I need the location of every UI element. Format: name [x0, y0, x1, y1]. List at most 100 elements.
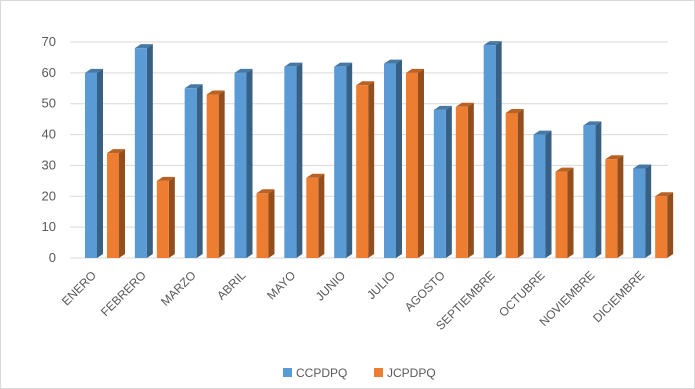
bar-side: [346, 62, 353, 258]
bar-front: [483, 45, 496, 259]
bar-ccpdpq-junio: [334, 62, 353, 258]
bar-front: [156, 180, 169, 258]
legend-label: JCPDPQ: [387, 366, 436, 380]
bar-top: [284, 62, 303, 67]
bar-front: [356, 85, 369, 258]
bar-jcpdpq-enero: [107, 149, 125, 258]
bar-ccpdpq-marzo: [184, 84, 203, 259]
bar-front: [433, 109, 446, 258]
bar-jcpdpq-mayo: [306, 173, 325, 258]
y-axis: 0 10 20 30 40 50 60 70: [42, 34, 56, 265]
bar-side: [567, 167, 574, 258]
bar-ccpdpq-enero: [85, 68, 103, 258]
bar-front: [384, 63, 396, 258]
y-tick-label: 60: [42, 65, 56, 80]
bar-front: [206, 94, 219, 258]
bar-top: [306, 173, 325, 178]
x-tick-label: ABRIL: [214, 268, 249, 303]
x-tick-label: JUNIO: [313, 268, 348, 303]
bar-top: [533, 130, 552, 135]
bar-side: [368, 81, 375, 258]
x-tick-label: FEBRERO: [98, 268, 149, 319]
bar-jcpdpq-abril: [256, 189, 275, 258]
bar-side: [396, 59, 402, 258]
bar-front: [284, 66, 297, 258]
bar-top: [107, 149, 125, 154]
bar-top: [583, 121, 602, 126]
bar-front: [134, 48, 147, 258]
bar-top: [505, 108, 524, 113]
bar-ccpdpq-julio: [384, 59, 402, 258]
bar-side: [196, 84, 203, 259]
y-tick-label: 70: [42, 34, 56, 49]
y-tick-label: 10: [42, 219, 56, 234]
x-tick-label: JULIO: [364, 268, 398, 302]
bar-top: [384, 59, 402, 64]
bar-ccpdpq-abril: [234, 68, 253, 258]
y-tick-label: 20: [42, 188, 56, 203]
bar-ccpdpq-mayo: [284, 62, 303, 258]
legend: CCPDPQ JCPDPQ: [283, 366, 436, 380]
bar-ccpdpq-noviembre: [583, 121, 602, 258]
y-tick-label: 50: [42, 96, 56, 111]
bar-front: [184, 88, 197, 259]
bar-top: [85, 68, 103, 73]
y-tick-label: 0: [49, 250, 56, 265]
bar-top: [234, 68, 253, 73]
bar-front: [256, 193, 269, 258]
bar-jcpdpq-julio: [406, 68, 424, 258]
bar-side: [645, 164, 652, 258]
bar-top: [156, 176, 175, 181]
bar-front: [533, 134, 546, 258]
x-tick-label: DICIEMBRE: [590, 268, 647, 325]
bar-side: [545, 130, 552, 258]
bar-side: [445, 105, 452, 258]
bar-side: [246, 68, 253, 258]
x-tick-label: OCTUBRE: [496, 268, 547, 319]
x-tick-label: MAYO: [264, 268, 298, 302]
bar-front: [85, 72, 97, 258]
bar-ccpdpq-agosto: [433, 105, 452, 258]
bar-side: [296, 62, 303, 258]
bar-front: [505, 112, 518, 258]
bar-side: [119, 149, 125, 258]
bar-front: [633, 168, 646, 258]
bar-top: [184, 84, 203, 89]
bar-top: [483, 41, 502, 46]
bars: [85, 41, 674, 259]
bar-top: [134, 44, 153, 49]
legend-item-jcpdpq: JCPDPQ: [374, 366, 436, 380]
bar-jcpdpq-junio: [356, 81, 375, 258]
bar-front: [406, 72, 418, 258]
bar-top: [356, 81, 375, 86]
bar-jcpdpq-diciembre: [655, 192, 674, 258]
bar-side: [467, 102, 474, 258]
legend-swatch: [374, 368, 383, 377]
bar-side: [97, 68, 103, 258]
y-tick-label: 30: [42, 157, 56, 172]
x-tick-label: ENERO: [59, 268, 99, 308]
legend-swatch: [283, 368, 292, 377]
x-tick-label: MARZO: [158, 268, 199, 309]
bar-top: [433, 105, 452, 110]
bar-side: [218, 90, 225, 258]
bar-side: [146, 44, 153, 258]
bar-top: [334, 62, 353, 67]
legend-label: CCPDPQ: [296, 366, 347, 380]
bar-top: [633, 164, 652, 169]
bar-top: [455, 102, 474, 107]
bar-top: [605, 155, 624, 160]
bar-jcpdpq-agosto: [455, 102, 474, 258]
bar-front: [234, 72, 247, 258]
y-tick-label: 40: [42, 127, 56, 142]
bar-front: [455, 106, 468, 258]
bar-ccpdpq-febrero: [134, 44, 153, 258]
bar-top: [655, 192, 674, 197]
bar-front: [334, 66, 347, 258]
x-tick-label: AGOSTO: [402, 268, 448, 314]
bar-jcpdpq-septiembre: [505, 108, 524, 258]
bar-front: [605, 159, 618, 258]
bar-front: [107, 153, 119, 258]
